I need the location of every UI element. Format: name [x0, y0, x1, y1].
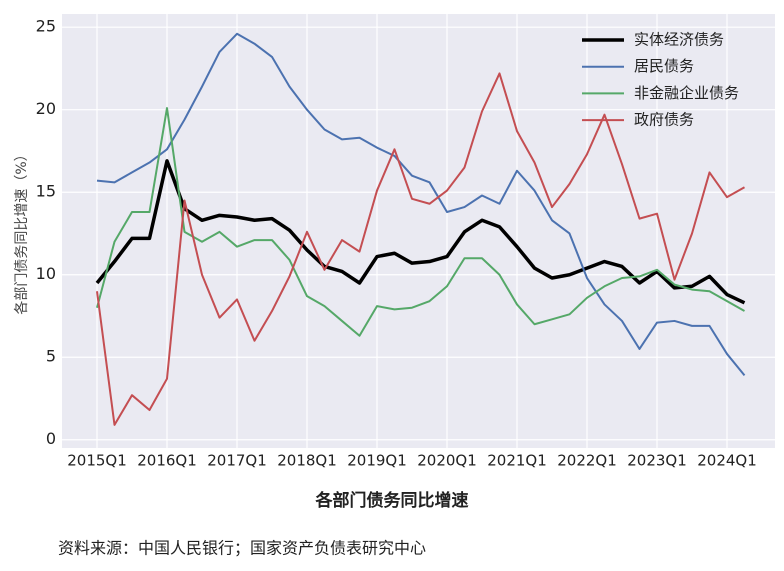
source: 资料来源：中国人民银行；国家资产负债表研究中心: [58, 539, 426, 558]
line: [96, 72, 745, 426]
y-tick-label: 5: [46, 347, 56, 366]
legend-label: 非金融企业债务: [634, 84, 739, 102]
x-tick-label: 2021Q1: [487, 452, 547, 470]
x-tick-label: 2023Q1: [627, 452, 687, 470]
x-tick-label: 2017Q1: [207, 452, 267, 470]
line: [96, 32, 746, 377]
plot-area: [62, 14, 775, 448]
x-tick-label: 2018Q1: [277, 452, 337, 470]
y-tick-label: 15: [36, 182, 56, 201]
y-axis-label: 各部门债务同比增速（%）: [14, 147, 30, 314]
x-tick-label: 2022Q1: [557, 452, 617, 470]
legend-label: 实体经济债务: [634, 31, 724, 49]
line: [96, 107, 745, 337]
legend-label: 政府债务: [634, 111, 694, 129]
chart-title: 各部门债务同比增速: [315, 490, 469, 511]
y-tick-label: 25: [36, 17, 56, 36]
x-tick-label: 2024Q1: [697, 452, 757, 470]
x-tick-label: 2019Q1: [347, 452, 407, 470]
y-tick-label: 10: [36, 264, 56, 283]
y-tick-label: 20: [36, 99, 56, 118]
x-tick-label: 2016Q1: [137, 452, 197, 470]
legend-label: 居民债务: [634, 57, 694, 75]
line: [95, 159, 746, 305]
x-tick-label: 2015Q1: [67, 452, 127, 470]
x-tick-label: 2020Q1: [417, 452, 477, 470]
y-tick-label: 0: [46, 429, 56, 448]
